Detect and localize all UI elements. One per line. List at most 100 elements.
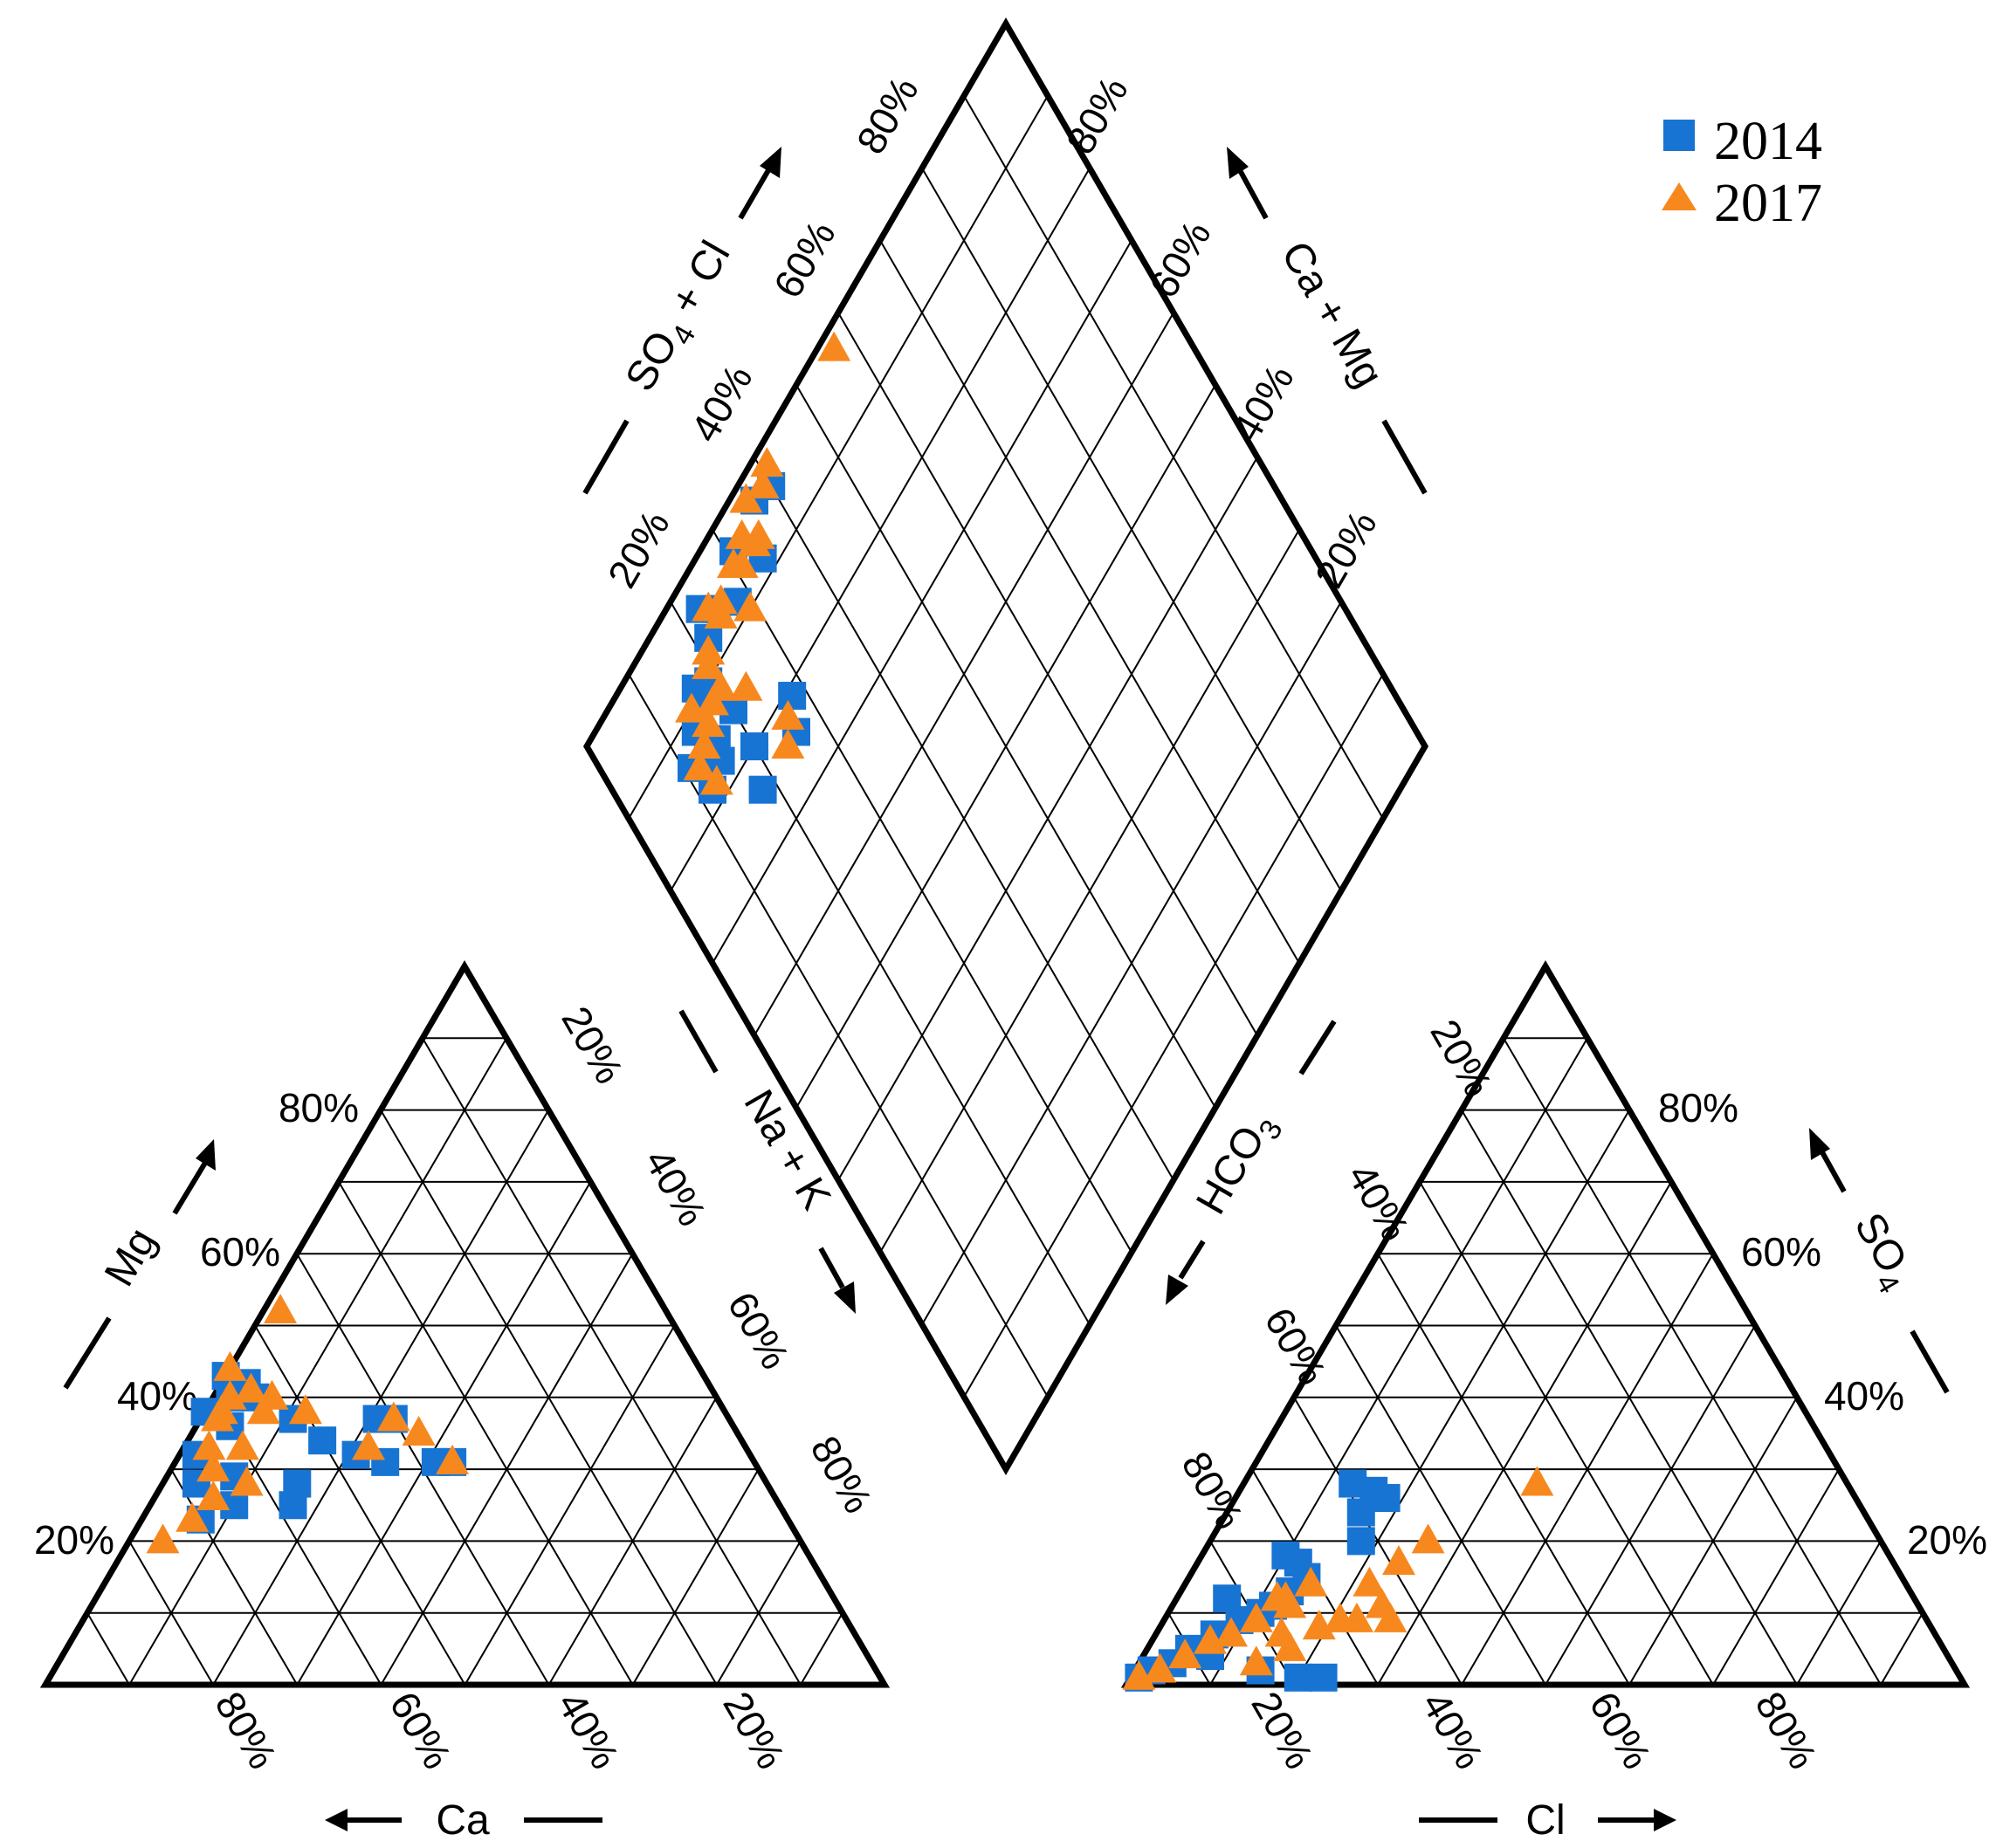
so4cl-arrow-head bbox=[760, 147, 781, 178]
diamond-point-2017 bbox=[750, 447, 784, 477]
cation-point-2017 bbox=[246, 1394, 280, 1425]
diamond-point-2017 bbox=[729, 670, 763, 701]
cation-left-tick: 80% bbox=[279, 1085, 359, 1130]
cation-point-2017 bbox=[146, 1523, 180, 1554]
cation-point-2017 bbox=[196, 1480, 231, 1511]
anion-triangle-outline bbox=[1120, 960, 1971, 1688]
legend-label-2014: 2014 bbox=[1714, 112, 1822, 171]
camg-arrow-line bbox=[1237, 168, 1269, 220]
cation-triangle-grid-falling bbox=[800, 1612, 843, 1686]
diamond-grid-line bbox=[963, 95, 1384, 820]
cation-point-2017 bbox=[176, 1501, 210, 1532]
anion-triangle-grid-rising bbox=[1335, 1324, 1546, 1686]
cation-left-tick: 40% bbox=[117, 1373, 197, 1419]
cation-point-2017 bbox=[264, 1294, 298, 1324]
so4cl-label-rest: + Cl bbox=[656, 233, 740, 332]
hco3-axis-label: HCO3 bbox=[1187, 1104, 1289, 1226]
diamond-point-2017 bbox=[733, 591, 767, 622]
camg-arrow-head bbox=[1227, 147, 1249, 179]
anion-point-2017 bbox=[1215, 1617, 1248, 1647]
camg-dash-line bbox=[1381, 419, 1428, 495]
so4-arrow-head bbox=[1809, 1128, 1830, 1160]
diamond-grid-line bbox=[837, 457, 1258, 1181]
anion-point-2017 bbox=[1239, 1645, 1273, 1676]
anion-point-2017 bbox=[1260, 1581, 1294, 1611]
mg-arrow-line bbox=[172, 1161, 208, 1215]
so4-axis-label: SO4 bbox=[1839, 1206, 1924, 1299]
cation-triangle-grid-rising bbox=[380, 1109, 718, 1686]
diamond-upper-right-tick: 60% bbox=[1140, 213, 1220, 306]
anion-right-tick: 40% bbox=[1824, 1373, 1904, 1419]
diamond-outline bbox=[582, 17, 1429, 1475]
anion-triangle-grid-falling bbox=[1880, 1612, 1924, 1686]
diamond-upper-left-tick: 80% bbox=[848, 69, 927, 161]
so4-arrow-line bbox=[1820, 1151, 1847, 1193]
anion-triangle-grid-falling bbox=[1545, 1324, 1756, 1686]
cation-point-2014 bbox=[308, 1426, 337, 1455]
cation-triangle-outline bbox=[39, 960, 891, 1688]
cation-right-tick: 40% bbox=[636, 1141, 715, 1233]
mg-axis-label: Mg bbox=[96, 1220, 165, 1294]
cation-triangle-grid-falling bbox=[128, 1037, 507, 1686]
diamond-point-2014 bbox=[740, 732, 768, 760]
diamond-grid-line bbox=[879, 529, 1300, 1254]
cation-triangle-grid-rising bbox=[338, 1181, 634, 1686]
anion-point-2014 bbox=[1213, 1584, 1242, 1613]
diamond-grid-line bbox=[921, 601, 1342, 1325]
anion-triangle-grid-falling bbox=[1209, 1037, 1588, 1686]
anion-bottom-tick: 20% bbox=[1242, 1684, 1322, 1776]
anion-point-2017 bbox=[1353, 1566, 1387, 1597]
cl-axis-label: Cl bbox=[1525, 1797, 1565, 1844]
nak-dash-line bbox=[678, 1009, 719, 1074]
cation-point-2017 bbox=[436, 1444, 470, 1474]
anion-point-2014 bbox=[1372, 1484, 1401, 1513]
anion-point-2017 bbox=[1143, 1652, 1177, 1683]
hco3-dash-line bbox=[1298, 1020, 1337, 1075]
mg-arrow-head bbox=[196, 1139, 216, 1171]
cation-bottom-tick: 20% bbox=[714, 1684, 794, 1776]
diamond-point-2017 bbox=[771, 729, 805, 759]
diamond-point-2017 bbox=[746, 468, 780, 498]
cation-triangle-grid-falling bbox=[631, 1468, 760, 1686]
cation-point-2017 bbox=[402, 1415, 436, 1446]
hco3-arrow-line bbox=[1178, 1240, 1206, 1280]
anion-triangle-grid-rising bbox=[1293, 1397, 1463, 1686]
nak-arrow-head bbox=[834, 1281, 856, 1314]
diagram-outlines bbox=[39, 17, 1971, 1688]
legend-label-2017: 2017 bbox=[1714, 174, 1822, 233]
cation-right-tick: 80% bbox=[802, 1428, 881, 1521]
diamond-point-2017 bbox=[729, 483, 763, 513]
anion-triangle-grid-rising bbox=[1503, 1037, 1882, 1686]
diamond-point-2017 bbox=[704, 670, 738, 701]
grid-lines bbox=[86, 95, 1924, 1686]
nak-arrow-line bbox=[818, 1247, 845, 1289]
diamond-point-2017 bbox=[771, 699, 805, 730]
anion-point-2017 bbox=[1340, 1602, 1373, 1632]
cation-point-2017 bbox=[213, 1350, 247, 1381]
diamond-grid-line bbox=[837, 312, 1258, 1036]
legend-marker-2014 bbox=[1663, 120, 1695, 151]
diamond-upper-left-tick: 40% bbox=[682, 357, 761, 450]
cation-left-tick: 20% bbox=[34, 1517, 114, 1563]
cation-triangle-grid-rising bbox=[128, 1540, 215, 1686]
so4-label-text: SO bbox=[1845, 1206, 1916, 1281]
cation-bottom-tick: 60% bbox=[381, 1684, 460, 1776]
anion-bottom-tick: 80% bbox=[1746, 1684, 1826, 1776]
anion-right-tick: 80% bbox=[1658, 1085, 1738, 1130]
diamond-upper-left-tick: 60% bbox=[765, 213, 844, 306]
anion-point-2014 bbox=[1309, 1663, 1338, 1692]
cation-point-2017 bbox=[288, 1394, 322, 1425]
anion-point-2017 bbox=[1273, 1631, 1307, 1661]
anion-triangle-grid-falling bbox=[1712, 1468, 1840, 1686]
legend: 2014 2017 bbox=[1662, 112, 1822, 233]
diamond-upper-left-tick: 20% bbox=[599, 503, 678, 595]
cation-point-2017 bbox=[225, 1430, 259, 1460]
anion-point-2014 bbox=[1346, 1527, 1375, 1556]
diamond-point-2017 bbox=[717, 548, 750, 578]
cation-triangle-grid-falling bbox=[296, 1181, 592, 1686]
diamond-point-2014 bbox=[748, 775, 777, 804]
axis-labels: Ca Mg Na + K HCO3 SO4 Cl SO4 + Cl bbox=[63, 147, 1950, 1844]
cation-triangle-grid-falling bbox=[464, 1324, 676, 1686]
diamond-grid-line bbox=[795, 384, 1216, 1109]
